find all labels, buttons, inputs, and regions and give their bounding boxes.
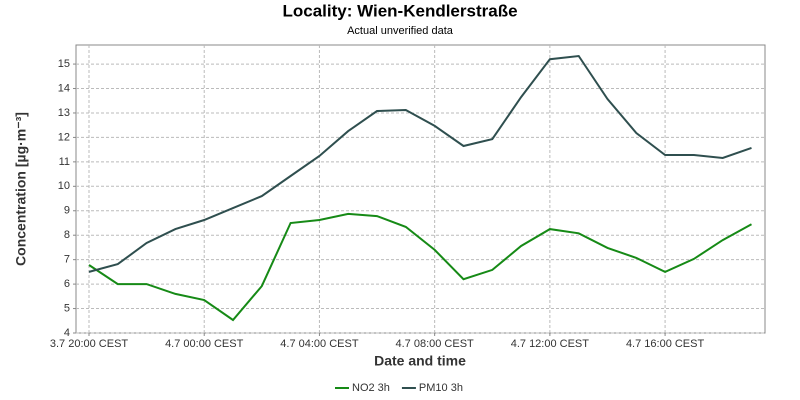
data-line: [88, 212, 752, 322]
x-tick-label: 4.7 08:00 CEST: [396, 338, 475, 350]
y-tick-label: 10: [58, 180, 70, 192]
y-tick-label: 8: [64, 229, 70, 241]
y-tick-label: 15: [58, 58, 70, 70]
x-tick-label: 4.7 00:00 CEST: [165, 338, 244, 350]
chart-title: Locality: Wien-Kendlerstraße: [282, 1, 517, 20]
x-axis-label: Date and time: [374, 353, 466, 369]
y-tick-label: 7: [64, 254, 70, 266]
y-axis-label: Concentration [µg·m⁻³]: [13, 112, 29, 266]
y-tick-label: 11: [59, 156, 70, 168]
x-tick-label: 4.7 12:00 CEST: [511, 338, 590, 350]
y-tick-label: 6: [64, 278, 70, 290]
x-tick-label: 4.7 16:00 CEST: [626, 338, 705, 350]
y-tick-label: 14: [58, 82, 70, 94]
x-tick-label: 3.7 20:00 CEST: [50, 338, 129, 350]
y-tick-label: 12: [58, 131, 70, 143]
y-tick-label: 4: [64, 327, 70, 339]
y-tick-label: 9: [64, 205, 70, 217]
y-tick-label: 13: [58, 107, 70, 119]
legend-label: NO2 3h: [352, 382, 390, 394]
legend-label: PM10 3h: [419, 382, 463, 394]
plot-area: [75, 44, 766, 334]
data-line: [88, 54, 752, 273]
x-tick-label: 4.7 04:00 CEST: [280, 338, 359, 350]
y-tick-label: 5: [64, 302, 70, 314]
chart-subtitle: Actual unverified data: [347, 25, 454, 37]
